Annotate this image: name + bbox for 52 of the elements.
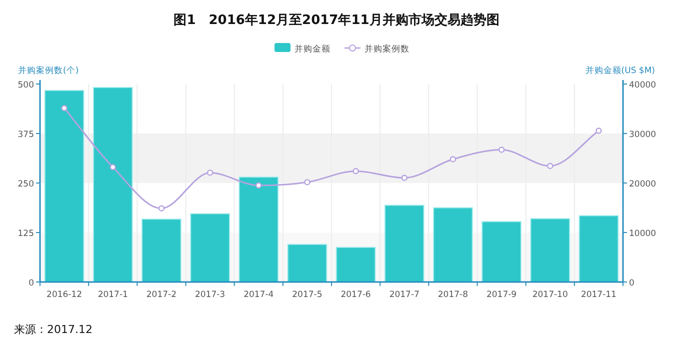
x-tick-label: 2017-4	[244, 290, 274, 300]
point	[206, 170, 214, 176]
y-tick-label: 0	[28, 278, 34, 288]
y-tick-label: 375	[18, 130, 34, 140]
point	[596, 128, 602, 134]
bar	[142, 218, 182, 282]
bar	[190, 213, 230, 282]
x-tick-label: 2016-12	[46, 290, 82, 300]
y-tick-label: 250	[18, 180, 34, 190]
bar	[482, 221, 522, 282]
x-tick-label: 2017-11	[580, 290, 616, 300]
y2-tick-label: 10000	[629, 229, 656, 239]
y-tick-label: 500	[18, 80, 34, 90]
chart-title: 图1 2016年12月至2017年11月并购市场交易趋势图	[174, 12, 500, 28]
y2-tick-label: 30000	[629, 130, 656, 140]
y-axis-title: 并购案例数(个)	[18, 65, 79, 76]
x-tick-label: 2017-6	[340, 290, 371, 300]
bar	[336, 246, 376, 282]
x-tick-label: 2017-5	[292, 290, 322, 300]
point	[401, 174, 408, 181]
bar	[578, 215, 619, 282]
x-tick-label: 2017-2	[146, 290, 177, 300]
y2-axis-title: 并购金额(US $M)	[585, 65, 655, 76]
y2-tick-label: 20000	[629, 180, 656, 190]
x-tick-label: 2017-8	[438, 290, 468, 300]
legend-label: 并购金额	[294, 44, 330, 54]
x-tick-label: 2017-10	[532, 290, 568, 300]
x-tick-label: 2017-3	[194, 290, 226, 300]
bar	[44, 90, 84, 282]
point	[352, 168, 359, 174]
bar	[530, 218, 570, 282]
bar	[238, 176, 279, 282]
point	[547, 162, 554, 170]
y2-tick-label: 0	[629, 278, 634, 288]
point	[256, 182, 262, 188]
bar	[433, 207, 473, 282]
point	[304, 179, 310, 186]
bar	[92, 86, 133, 282]
bar	[287, 244, 328, 282]
bar	[384, 204, 424, 282]
point	[450, 156, 456, 162]
source-note: 来源：2017.12	[14, 323, 92, 336]
point	[158, 205, 165, 212]
legend-label: 并购案例数	[364, 44, 410, 54]
x-tick-label: 2017-1	[98, 290, 128, 300]
point	[110, 164, 116, 170]
point	[61, 105, 68, 112]
point	[498, 146, 505, 153]
x-tick-label: 2017-9	[486, 290, 517, 300]
y-tick-label: 125	[18, 229, 34, 239]
x-tick-label: 2017-7	[389, 290, 420, 300]
y2-tick-label: 40000	[629, 80, 656, 90]
